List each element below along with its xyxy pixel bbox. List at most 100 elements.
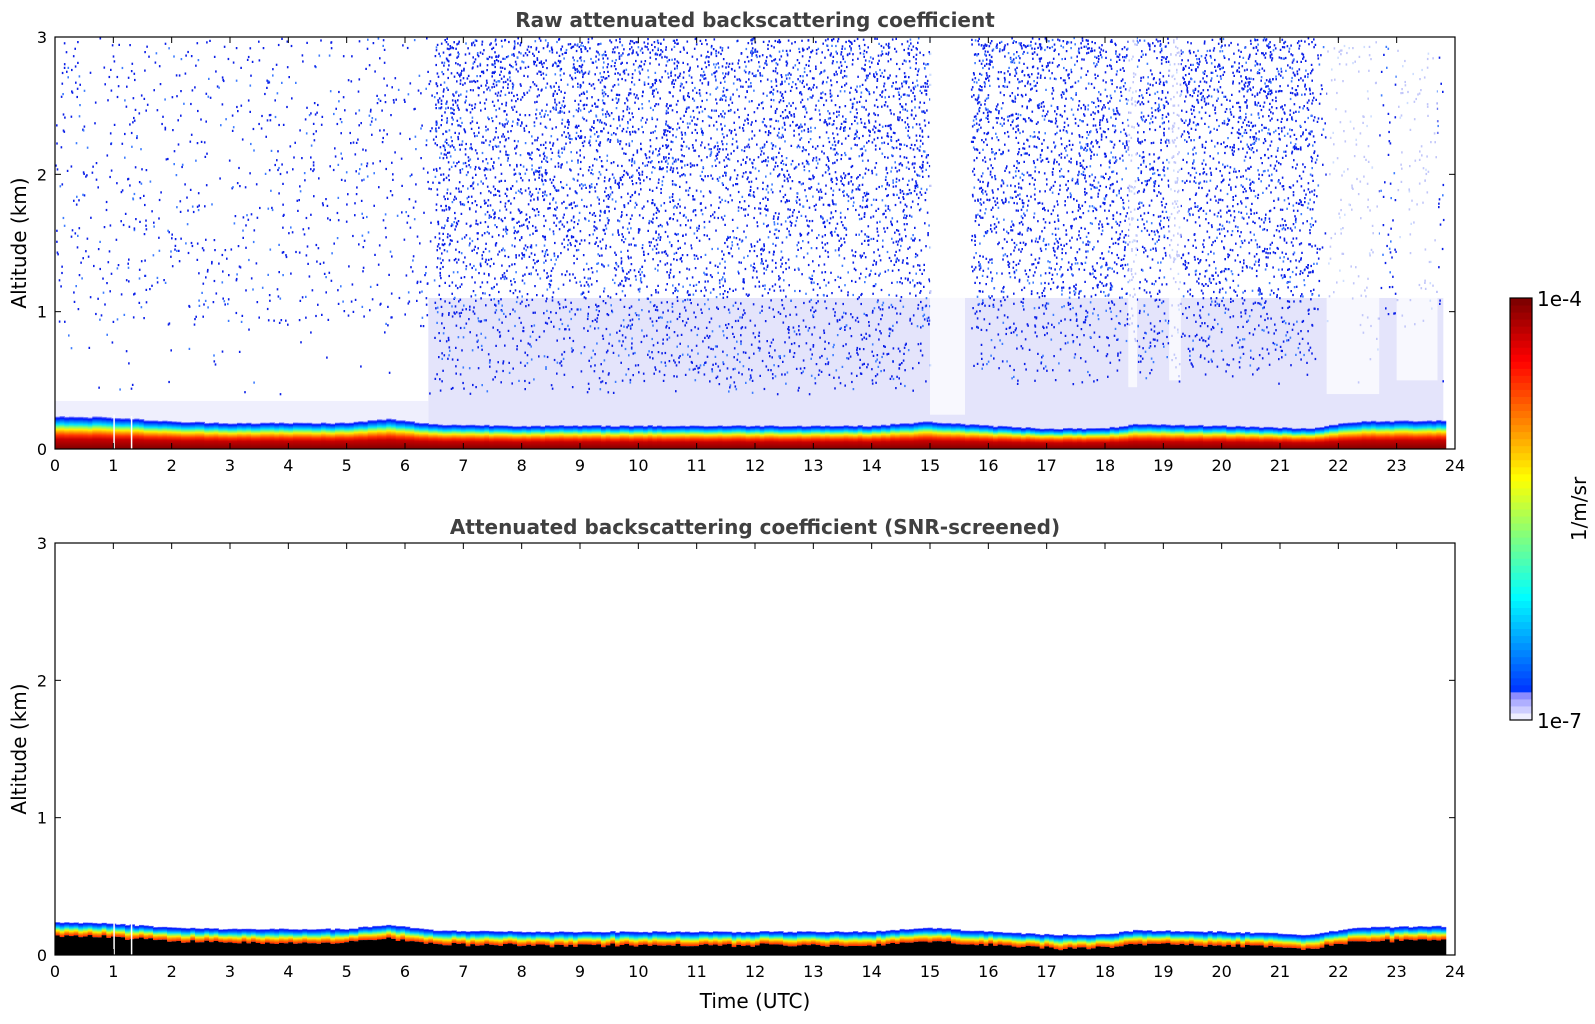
x-tick-label: 9 [575, 962, 585, 981]
y-tick-label: 1 [37, 809, 47, 828]
panel-screened-frame [55, 543, 1455, 955]
colorbar-step [1510, 692, 1532, 700]
x-tick-label: 15 [920, 456, 940, 475]
panel-screened-plot-area [55, 921, 1446, 955]
colorbar-step [1510, 678, 1532, 686]
x-tick-label: 10 [628, 456, 648, 475]
x-tick-label: 0 [50, 962, 60, 981]
x-tick-label: 22 [1328, 962, 1348, 981]
x-tick-label: 19 [1153, 456, 1173, 475]
colorbar-step [1510, 706, 1532, 714]
colorbar-step [1510, 361, 1532, 369]
colorbar-min-label: 1e-7 [1537, 709, 1582, 733]
x-tick-label: 4 [283, 962, 293, 981]
panel-screened-title: Attenuated backscattering coefficient (S… [450, 515, 1060, 539]
panel-raw-title: Raw attenuated backscattering coefficien… [515, 8, 995, 32]
colorbar-step [1510, 544, 1532, 552]
x-tick-label: 18 [1095, 962, 1115, 981]
colorbar-step [1510, 650, 1532, 658]
x-tick-label: 12 [745, 456, 765, 475]
colorbar-step [1510, 629, 1532, 637]
x-tick-label: 13 [803, 456, 823, 475]
colorbar-step [1510, 368, 1532, 376]
colorbar-step [1510, 319, 1532, 327]
surface-layer-screened [55, 921, 1446, 955]
colorbar-step [1510, 713, 1532, 721]
x-tick-label: 23 [1386, 456, 1406, 475]
x-tick-label: 3 [225, 962, 235, 981]
colorbar-step [1510, 593, 1532, 601]
colorbar-step [1510, 565, 1532, 573]
colorbar-step [1510, 453, 1532, 461]
clear-gap [1128, 37, 1137, 387]
colorbar-step [1510, 375, 1532, 383]
x-tick-label: 14 [861, 456, 881, 475]
colorbar-scale [1510, 298, 1532, 721]
colorbar: 1e-4 1e-7 1/m/sr [1510, 287, 1591, 733]
x-tick-label: 0 [50, 456, 60, 475]
x-tick-label: 11 [686, 962, 706, 981]
panel-raw-plot-area [55, 37, 1446, 449]
x-tick-label: 16 [978, 456, 998, 475]
x-tick-label: 20 [1211, 456, 1231, 475]
colorbar-step [1510, 326, 1532, 334]
colorbar-step [1510, 411, 1532, 419]
x-tick-label: 8 [517, 962, 527, 981]
colorbar-step [1510, 432, 1532, 440]
panel-screened: Attenuated backscattering coefficient (S… [7, 515, 1465, 1013]
y-tick-label: 2 [37, 671, 47, 690]
colorbar-step [1510, 537, 1532, 545]
x-tick-label: 2 [167, 456, 177, 475]
colorbar-step [1510, 467, 1532, 475]
colorbar-step [1510, 685, 1532, 693]
x-tick-label: 23 [1386, 962, 1406, 981]
colorbar-step [1510, 579, 1532, 587]
x-tick-label: 24 [1445, 456, 1465, 475]
colorbar-step [1510, 572, 1532, 580]
y-tick-label: 2 [37, 165, 47, 184]
panel-raw: Raw attenuated backscattering coefficien… [7, 8, 1465, 475]
x-tick-label: 5 [342, 962, 352, 981]
colorbar-step [1510, 425, 1532, 433]
panel-raw-ylabel: Altitude (km) [7, 177, 31, 308]
colorbar-unit-label: 1/m/sr [1567, 476, 1591, 541]
colorbar-step [1510, 481, 1532, 489]
x-tick-label: 6 [400, 962, 410, 981]
colorbar-step [1510, 586, 1532, 594]
x-tick-label: 1 [108, 962, 118, 981]
colorbar-step [1510, 516, 1532, 524]
colorbar-step [1510, 396, 1532, 404]
colorbar-step [1510, 495, 1532, 503]
x-tick-label: 2 [167, 962, 177, 981]
colorbar-step [1510, 347, 1532, 355]
x-tick-label: 10 [628, 962, 648, 981]
colorbar-step [1510, 558, 1532, 566]
colorbar-step [1510, 502, 1532, 510]
x-tick-label: 21 [1270, 456, 1290, 475]
colorbar-step [1510, 418, 1532, 426]
colorbar-step [1510, 474, 1532, 482]
colorbar-step [1510, 305, 1532, 313]
y-tick-label: 3 [37, 534, 47, 553]
clear-gap [1327, 37, 1380, 394]
colorbar-step [1510, 657, 1532, 665]
x-tick-label: 18 [1095, 456, 1115, 475]
x-tick-label: 24 [1445, 962, 1465, 981]
x-tick-label: 11 [686, 456, 706, 475]
panel-screened-ylabel: Altitude (km) [7, 683, 31, 814]
data-dropout [131, 922, 133, 955]
colorbar-step [1510, 643, 1532, 651]
clear-gap [930, 37, 965, 415]
x-tick-label: 4 [283, 456, 293, 475]
x-tick-label: 21 [1270, 962, 1290, 981]
x-tick-label: 14 [861, 962, 881, 981]
x-tick-label: 16 [978, 962, 998, 981]
x-tick-label: 6 [400, 456, 410, 475]
colorbar-step [1510, 523, 1532, 531]
x-tick-label: 3 [225, 456, 235, 475]
data-dropout [131, 416, 133, 449]
y-tick-label: 3 [37, 28, 47, 47]
colorbar-step [1510, 460, 1532, 468]
x-tick-label: 7 [458, 456, 468, 475]
